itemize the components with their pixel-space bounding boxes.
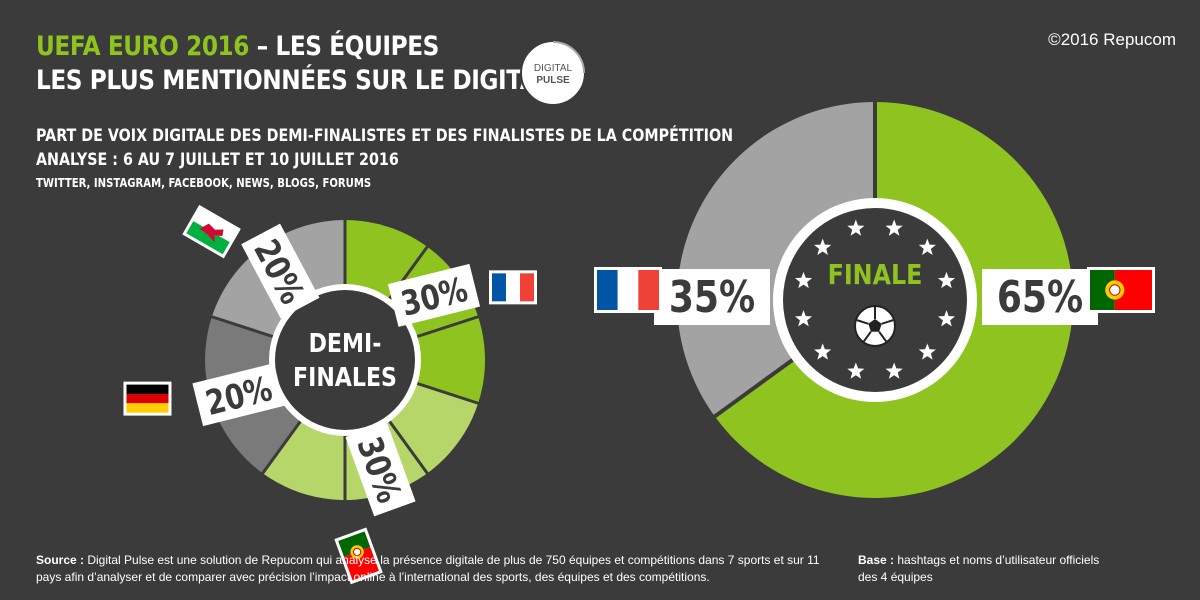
title-accent: UEFA EURO 2016 xyxy=(36,31,249,62)
finale-center-hole xyxy=(783,208,967,392)
svg-text:PULSE: PULSE xyxy=(536,75,570,86)
finale-slice-france xyxy=(677,102,875,417)
flag-france xyxy=(488,270,537,305)
star-icon xyxy=(847,362,865,379)
star-icon xyxy=(794,310,813,327)
football-icon xyxy=(854,305,896,347)
star-icon xyxy=(794,271,813,289)
finale-label-portugal: 65% xyxy=(982,269,1098,325)
demi-title-line2: FINALES xyxy=(293,362,397,392)
finale-value-portugal: 65% xyxy=(997,273,1083,323)
footer-base: Base : hashtags et noms d’utilisateur of… xyxy=(858,552,1108,586)
source-text: Digital Pulse est une solution de Repuco… xyxy=(36,553,820,584)
subtitle-line2: ANALYSE : 6 AU 7 JUILLET ET 10 JUILLET 2… xyxy=(36,150,399,170)
title-rest: – LES ÉQUIPES xyxy=(248,31,440,62)
base-label: Base : xyxy=(858,553,895,567)
star-icon xyxy=(885,362,903,379)
flag-allemagne xyxy=(123,381,172,416)
star-icon xyxy=(937,310,956,327)
subtitle-line1: PART DE VOIX DIGITALE DES DEMI-FINALISTE… xyxy=(36,126,734,146)
demi-title-line1: DEMI- xyxy=(309,328,382,358)
subtitle-line3: TWITTER, INSTAGRAM, FACEBOOK, NEWS, BLOG… xyxy=(36,176,372,190)
star-icon xyxy=(847,219,865,236)
star-icon xyxy=(937,271,956,289)
finale-label-france: 35% xyxy=(654,269,770,325)
svg-text:DIGITAL: DIGITAL xyxy=(534,63,573,74)
center-hole xyxy=(275,290,415,430)
title-line2: LES PLUS MENTIONNÉES SUR LE DIGITAL xyxy=(36,65,552,96)
finale-flag-portugal xyxy=(1087,267,1155,313)
flag-portugal xyxy=(334,527,383,585)
star-icon xyxy=(918,238,936,255)
star-icon xyxy=(885,219,903,236)
page-title: UEFA EURO 2016 – LES ÉQUIPES LES PLUS MEN… xyxy=(36,30,552,98)
star-icon xyxy=(814,238,832,255)
flag-pays-de-galles xyxy=(182,204,241,259)
label-france: 30% xyxy=(387,263,481,327)
footer-source: Source : Digital Pulse est une solution … xyxy=(36,552,836,586)
subtitle-block: PART DE VOIX DIGITALE DES DEMI-FINALISTE… xyxy=(36,124,733,194)
star-icon xyxy=(814,343,832,360)
finale-flag-france xyxy=(594,267,662,313)
finale-value-france: 35% xyxy=(669,273,755,323)
copyright: ©2016 Repucom xyxy=(1048,30,1176,49)
finale-title: FINALE xyxy=(828,259,923,291)
source-label: Source : xyxy=(36,553,85,567)
star-icon xyxy=(918,343,936,360)
digital-pulse-logo: DIGITAL PULSE xyxy=(520,40,586,106)
chart-finale: FINALE 65% 35% xyxy=(654,100,1098,499)
base-text: hashtags et noms d’utilisateur officiels… xyxy=(858,553,1100,584)
